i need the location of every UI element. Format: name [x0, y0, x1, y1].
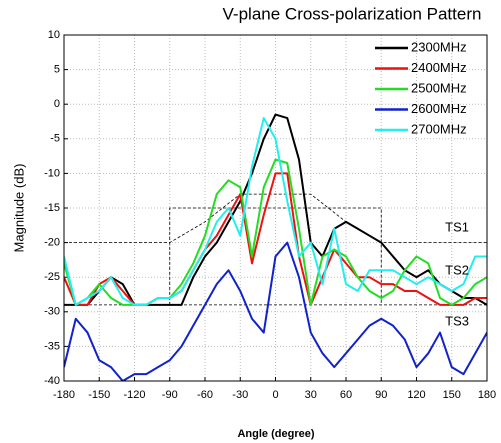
x-tick-label: 60	[340, 389, 352, 401]
plot-frame	[63, 34, 488, 382]
y-tick-label: 0	[54, 98, 60, 110]
series-line	[64, 158, 487, 306]
legend-label: 2400MHz	[411, 60, 467, 75]
y-tick-label: -10	[44, 167, 60, 179]
x-tick-label: -180	[53, 389, 75, 401]
mask-label: TS1	[445, 219, 469, 234]
y-tick-label: -25	[44, 271, 60, 283]
y-tick-label: -30	[44, 306, 60, 318]
x-tick-label: 90	[375, 389, 387, 401]
x-axis-label: Angle (degree)	[237, 428, 314, 440]
plot-area	[64, 113, 487, 381]
x-tick-label: 30	[305, 389, 317, 401]
x-tick-label: 0	[272, 389, 278, 401]
mask-label: TS3	[445, 313, 469, 328]
chart-title: V-plane Cross-polarization Pattern	[223, 4, 482, 23]
y-tick-label: 5	[54, 64, 60, 76]
x-tick-label: 150	[443, 389, 461, 401]
x-tick-label: 180	[478, 389, 496, 401]
x-tick-label: -90	[162, 389, 178, 401]
x-tick-label: -150	[88, 389, 110, 401]
x-tick-label: -30	[232, 389, 248, 401]
y-tick-label: -15	[44, 202, 60, 214]
x-tick-label: -60	[197, 389, 213, 401]
mask-line	[169, 207, 382, 305]
y-tick-label: 10	[48, 29, 60, 41]
legend-label: 2700MHz	[411, 121, 467, 136]
y-tick-label: -35	[44, 340, 60, 352]
series-line	[64, 241, 487, 381]
mask-label: TS2	[445, 262, 469, 277]
y-tick-label: -20	[44, 237, 60, 249]
legend-label: 2300MHz	[411, 39, 467, 54]
y-tick-label: -5	[50, 133, 60, 145]
legend-label: 2500MHz	[411, 80, 467, 95]
y-axis-label: Magnitude (dB)	[11, 164, 26, 253]
x-tick-label: 120	[407, 389, 425, 401]
legend-label: 2600MHz	[411, 101, 467, 116]
y-tick-label: -40	[44, 375, 60, 387]
x-tick-label: -120	[123, 389, 145, 401]
series-line	[64, 117, 487, 306]
